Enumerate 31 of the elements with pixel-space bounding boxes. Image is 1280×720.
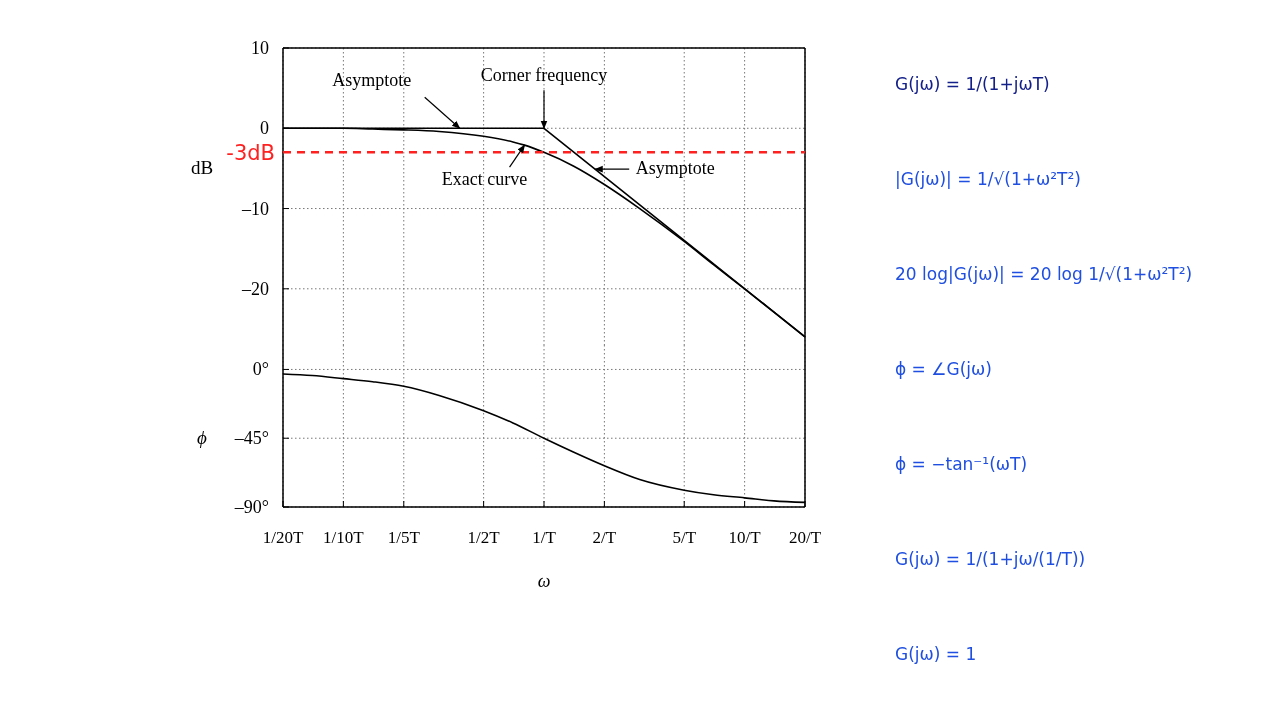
x-tick-label: 1/20T: [262, 528, 304, 547]
text: ϕ = −tan⁻¹(ωT): [895, 454, 1028, 474]
y-tick-label: 0: [260, 118, 269, 139]
y-tick-label: 10: [251, 38, 269, 58]
y-tick-label: –45°: [233, 428, 269, 449]
x-tick-label: 5/T: [672, 528, 697, 547]
text: G(jω) = 1/(1+jωT): [895, 74, 1050, 94]
text: ϕ = ∠G(jω): [895, 359, 992, 379]
y-tick-label: –20: [241, 278, 269, 299]
y-tick-label: 0°: [252, 359, 269, 380]
annotation: Exact curve: [441, 169, 528, 190]
x-tick-label: 20/T: [788, 528, 822, 547]
x-tick-label: 1/2T: [467, 528, 501, 547]
x-tick-label: 10/T: [728, 528, 762, 547]
y-tick-label: –90°: [233, 497, 269, 517]
text: 20 log|G(jω)| = 20 log 1/√(1+ω²T²): [895, 264, 1193, 284]
y-axis-title: dB: [190, 157, 214, 179]
text: G(jω) = 1: [895, 644, 977, 664]
annotation: Asymptote: [332, 70, 412, 91]
x-tick-label: 1/T: [532, 528, 557, 547]
x-tick-label: 1/5T: [387, 528, 421, 547]
text: |G(jω)| = 1/√(1+ω²T²): [895, 169, 1081, 189]
annotation: Corner frequency: [480, 65, 608, 86]
x-tick-label: 2/T: [592, 528, 617, 547]
x-tick-label: 1/10T: [323, 528, 365, 547]
y-tick-label: –10: [241, 198, 269, 219]
y-axis-title: ϕ: [197, 427, 208, 449]
x-axis-title: ω: [537, 571, 551, 591]
ref-line-label: -3dB: [226, 141, 275, 166]
annotation: Asymptote: [635, 158, 715, 179]
text: G(jω) = 1/(1+jω/(1/T)): [895, 549, 1086, 569]
